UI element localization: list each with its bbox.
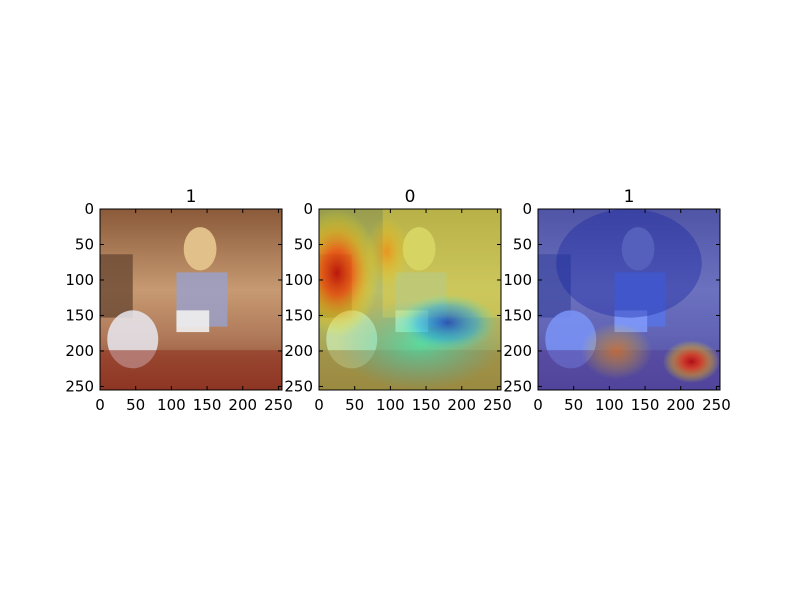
y-tick-label: 200 bbox=[503, 342, 532, 360]
y-tick-label: 0 bbox=[303, 200, 313, 218]
y-tick-label: 100 bbox=[503, 271, 532, 289]
heat-hotspot-1 bbox=[580, 322, 653, 380]
x-tick-label: 0 bbox=[95, 396, 105, 414]
panel-title: 0 bbox=[405, 187, 416, 207]
y-tick-label: 250 bbox=[284, 377, 313, 395]
axes-frame bbox=[537, 208, 721, 391]
x-tick-label: 250 bbox=[483, 396, 512, 414]
y-tick-label: 150 bbox=[284, 306, 313, 324]
axes-frame bbox=[99, 208, 283, 391]
x-tick-label: 100 bbox=[376, 396, 405, 414]
x-tick-label: 200 bbox=[447, 396, 476, 414]
y-tick-label: 250 bbox=[503, 377, 532, 395]
y-tick-label: 0 bbox=[84, 200, 94, 218]
panel-title: 1 bbox=[186, 187, 197, 207]
y-tick-label: 150 bbox=[65, 306, 94, 324]
x-tick-label: 150 bbox=[193, 396, 222, 414]
y-tick-label: 50 bbox=[513, 235, 532, 253]
x-tick-label: 0 bbox=[314, 396, 324, 414]
y-tick-label: 200 bbox=[284, 342, 313, 360]
heat-hotspot-0 bbox=[662, 340, 720, 383]
heat-hotspot-1 bbox=[365, 216, 409, 288]
y-tick-label: 50 bbox=[75, 235, 94, 253]
x-tick-label: 150 bbox=[631, 396, 660, 414]
x-tick-label: 50 bbox=[564, 396, 583, 414]
x-tick-label: 100 bbox=[595, 396, 624, 414]
image-area bbox=[319, 209, 501, 390]
x-tick-label: 0 bbox=[533, 396, 543, 414]
image-area bbox=[538, 209, 720, 390]
x-tick-label: 150 bbox=[412, 396, 441, 414]
y-tick-label: 250 bbox=[65, 377, 94, 395]
heat-hotspot-0 bbox=[319, 209, 380, 337]
y-tick-label: 50 bbox=[294, 235, 313, 253]
y-tick-label: 100 bbox=[65, 271, 94, 289]
x-tick-label: 50 bbox=[126, 396, 145, 414]
y-tick-label: 0 bbox=[522, 200, 532, 218]
y-tick-label: 100 bbox=[284, 271, 313, 289]
x-tick-label: 100 bbox=[157, 396, 186, 414]
heat-hotspot-2 bbox=[397, 294, 498, 351]
x-tick-label: 250 bbox=[264, 396, 293, 414]
x-tick-label: 200 bbox=[666, 396, 695, 414]
image-area bbox=[100, 209, 282, 390]
y-tick-label: 200 bbox=[65, 342, 94, 360]
x-tick-label: 200 bbox=[228, 396, 257, 414]
x-tick-label: 50 bbox=[345, 396, 364, 414]
y-tick-label: 150 bbox=[503, 306, 532, 324]
axes-frame bbox=[318, 208, 502, 391]
x-tick-label: 250 bbox=[702, 396, 731, 414]
panel-title: 1 bbox=[624, 187, 635, 207]
